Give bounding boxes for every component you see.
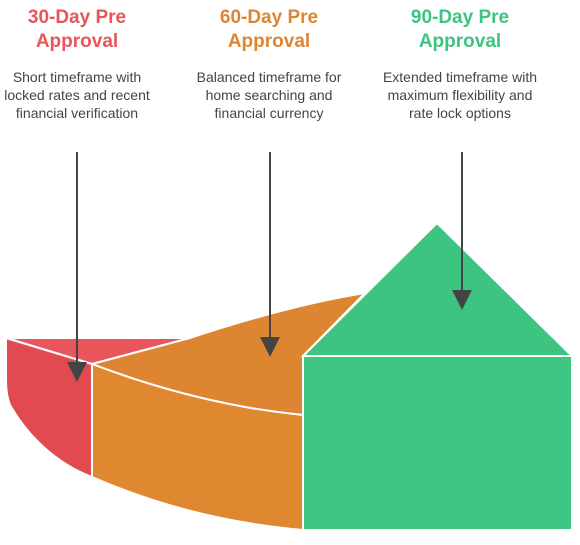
segment-description: Extended timeframe with maximum flexibil… xyxy=(382,69,538,121)
slice-90-day xyxy=(300,221,575,531)
segment-90-day: 90-Day Pre Approval Extended timeframe w… xyxy=(375,6,545,122)
segment-description: Short timeframe with locked rates and re… xyxy=(4,69,150,121)
slice-90-day-top xyxy=(300,221,575,357)
segment-title: 90-Day Pre Approval xyxy=(410,7,510,52)
segment-30-day: 30-Day Pre Approval Short timeframe with… xyxy=(0,6,162,122)
segment-title: 30-Day Pre Approval xyxy=(27,7,127,52)
segment-title: 60-Day Pre Approval xyxy=(219,7,319,52)
segment-description: Balanced timeframe for home searching an… xyxy=(196,69,342,121)
segment-60-day: 60-Day Pre Approval Balanced timeframe f… xyxy=(184,6,354,122)
slice-90-day-side xyxy=(302,355,573,531)
